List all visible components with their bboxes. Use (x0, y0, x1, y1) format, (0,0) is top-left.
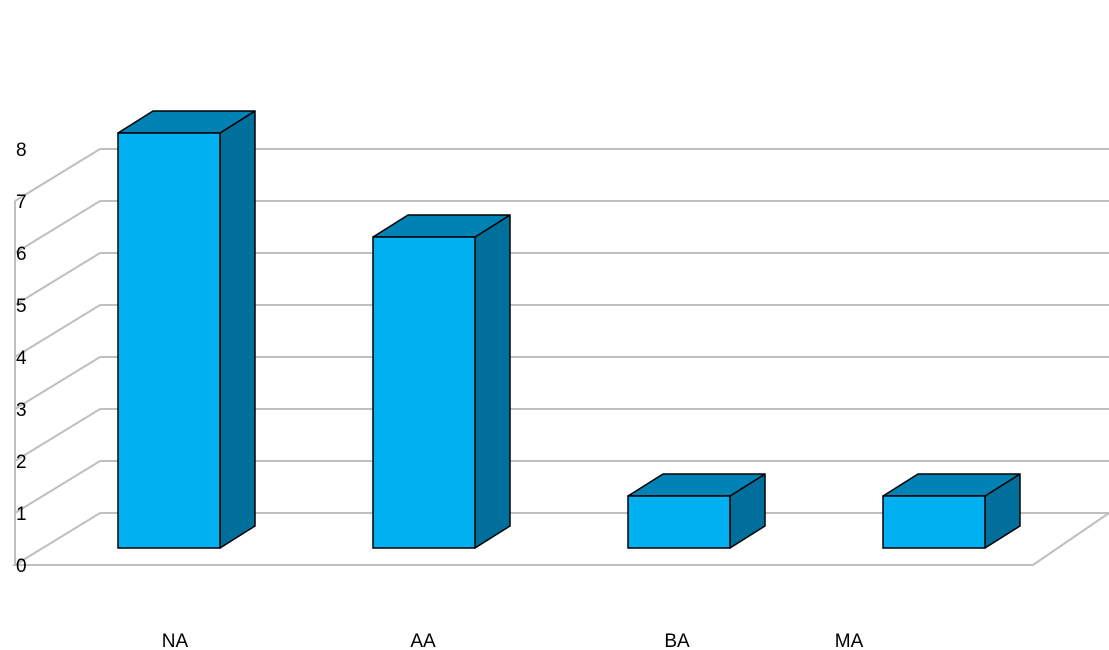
y-axis-tick-labels: 0 1 2 3 4 5 6 7 8 (16, 140, 27, 577)
x-category-label: NA (162, 631, 189, 650)
chart-floor (11, 512, 1109, 566)
gridline (14, 460, 1109, 514)
bar-side (474, 214, 511, 549)
y-tick-label: 6 (16, 244, 27, 265)
y-tick-label: 3 (16, 400, 27, 421)
y-tick-label: 7 (16, 192, 27, 213)
y-tick-label: 1 (16, 504, 27, 525)
bars (117, 110, 1021, 549)
x-category-label: BA (664, 631, 690, 650)
y-tick-label: 0 (16, 556, 27, 577)
bar-ba (627, 473, 766, 549)
gridlines (14, 148, 1109, 514)
x-category-label: AA (410, 631, 436, 650)
bar-ma (882, 473, 1021, 549)
bar-aa (372, 214, 511, 549)
x-axis-category-labels: NA AA BA MA (162, 631, 864, 650)
y-tick-label: 4 (16, 348, 27, 369)
y-tick-label: 8 (16, 140, 27, 161)
bar-side (219, 110, 256, 549)
gridline (14, 200, 1109, 254)
bar-front (882, 495, 986, 549)
bar-front (627, 495, 731, 549)
bar-na (117, 110, 256, 549)
bar-front (117, 132, 221, 549)
y-tick-label: 2 (16, 452, 27, 473)
gridline (14, 304, 1109, 358)
gridline (14, 252, 1109, 306)
x-category-label: MA (835, 631, 864, 650)
gridline (14, 356, 1109, 410)
y-tick-label: 5 (16, 296, 27, 317)
bar-front (372, 236, 476, 549)
gridline (14, 408, 1109, 462)
axes (11, 201, 1109, 566)
